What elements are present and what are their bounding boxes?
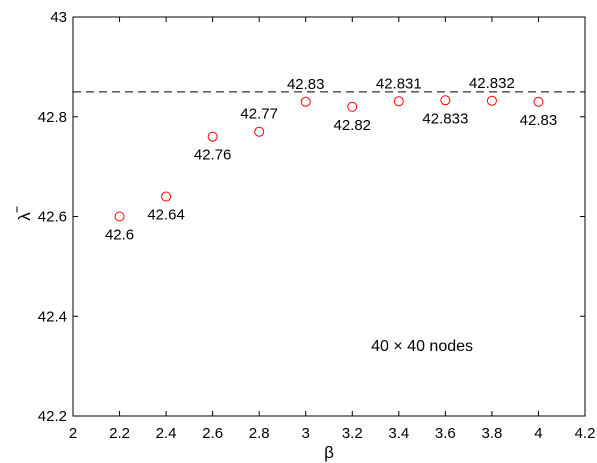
data-label: 42.832 xyxy=(469,75,515,92)
data-point xyxy=(114,211,125,222)
x-axis: 2 2.2 2.4 2.6 2.8 3 3.2 3.4 3.6 3.8 4 4.2 xyxy=(69,17,596,442)
y-axis: 42.2 42.4 42.6 42.8 43 xyxy=(38,9,585,425)
data-point xyxy=(347,101,358,112)
x-tick-label: 2 xyxy=(69,425,77,442)
x-tick-label: 4.2 xyxy=(575,425,596,442)
y-tick-label: 42.6 xyxy=(38,209,67,226)
data-point xyxy=(300,96,311,107)
x-tick-label: 3 xyxy=(302,425,310,442)
x-tick-label: 3.6 xyxy=(435,425,456,442)
data-label: 42.83 xyxy=(287,76,325,93)
x-tick-label: 2.2 xyxy=(109,425,130,442)
data-point xyxy=(393,96,404,107)
x-tick-label: 3.4 xyxy=(388,425,409,442)
data-point xyxy=(440,95,451,106)
y-tick-label: 42.2 xyxy=(38,408,67,425)
data-label: 42.833 xyxy=(422,110,468,127)
data-label: 42.76 xyxy=(194,147,232,164)
x-tick-label: 3.2 xyxy=(342,425,363,442)
data-point xyxy=(486,95,497,106)
x-tick-label: 2.8 xyxy=(249,425,270,442)
data-point xyxy=(207,131,218,142)
y-tick-label: 42.8 xyxy=(38,109,67,126)
data-label: 42.77 xyxy=(240,106,278,123)
data-point xyxy=(161,191,172,202)
annotation: 40 × 40 nodes xyxy=(371,338,473,355)
data-label: 42.831 xyxy=(376,75,422,92)
x-tick-label: 4 xyxy=(534,425,542,442)
data-label: 42.83 xyxy=(520,112,558,129)
data-points xyxy=(114,95,544,222)
y-axis-label-text: λ xyxy=(15,212,34,221)
data-label: 42.64 xyxy=(147,207,185,224)
data-labels: 42.6 42.64 42.76 42.77 42.83 42.82 42.831 42.83… xyxy=(105,75,557,244)
data-label: 42.6 xyxy=(105,227,134,244)
y-tick-label: 43 xyxy=(50,9,67,26)
x-tick-label: 2.6 xyxy=(202,425,223,442)
data-point xyxy=(533,96,544,107)
y-tick-label: 42.4 xyxy=(38,308,67,325)
x-tick-label: 2.4 xyxy=(156,425,177,442)
x-axis-label: β xyxy=(324,443,334,462)
data-point xyxy=(254,126,265,137)
data-label: 42.82 xyxy=(333,117,371,134)
y-axis-label: λ xyxy=(15,206,34,221)
x-tick-label: 3.8 xyxy=(481,425,502,442)
